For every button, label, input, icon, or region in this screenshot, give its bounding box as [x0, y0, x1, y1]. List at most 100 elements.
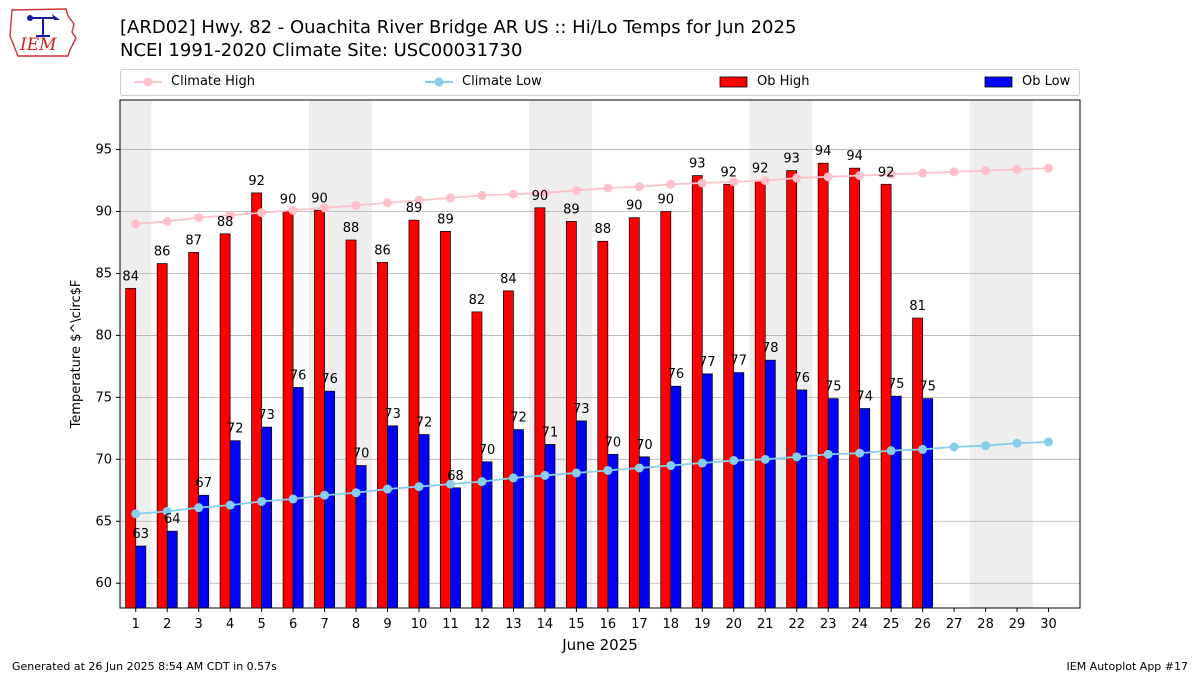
climate-low-point	[194, 503, 204, 513]
climate-low-point	[855, 448, 865, 458]
ob-high-bar	[691, 175, 703, 609]
ob-high-bar	[534, 207, 546, 609]
ob-high-bar	[440, 230, 451, 609]
ob-high-data-label: 89	[437, 212, 454, 227]
climate-high-point	[666, 179, 676, 189]
ob-low-data-label: 78	[762, 341, 779, 356]
ob-high-data-label: 92	[878, 165, 895, 180]
ob-low-data-label: 75	[825, 380, 842, 395]
climate-high-point	[823, 172, 833, 182]
ob-high-bar	[314, 209, 325, 609]
climate-low-point	[792, 452, 802, 462]
ob-high-bar	[471, 311, 483, 609]
legend-label-climate-high: Climate High	[171, 74, 256, 89]
climate-high-point	[288, 205, 298, 215]
ob-low-data-label: 75	[888, 377, 905, 392]
ob-high-bar	[125, 287, 137, 609]
climate-low-point	[445, 479, 455, 489]
climate-high-point	[1012, 164, 1022, 174]
legend: Climate High Climate Low Ob High Ob Low	[120, 69, 1080, 96]
ob-low-data-label: 72	[227, 422, 244, 437]
ob-low-bar	[764, 359, 776, 609]
climate-low-point	[1044, 437, 1054, 447]
ob-low-data-label: 76	[668, 367, 685, 382]
ob-low-bar	[576, 420, 587, 609]
ob-high-bar	[880, 183, 892, 609]
ob-high-bar	[377, 261, 388, 609]
climate-high-point	[697, 178, 707, 188]
ob-high-data-label: 93	[783, 152, 800, 167]
ob-high-bar	[408, 219, 420, 609]
y-tick-label: 70	[95, 452, 112, 467]
ob-high-data-label: 89	[406, 201, 423, 216]
x-tick-label: 17	[631, 617, 648, 632]
climate-low-point	[162, 506, 172, 516]
ob-high-data-label: 87	[185, 233, 202, 248]
ob-low-bar	[355, 465, 367, 609]
ob-low-bar	[733, 372, 745, 609]
ob-high-bar	[786, 170, 798, 609]
climate-high-point	[383, 198, 393, 208]
x-tick-label: 10	[411, 617, 428, 632]
ob-low-data-label: 72	[416, 416, 433, 431]
y-tick-label: 85	[95, 266, 112, 281]
x-tick-label: 26	[914, 617, 931, 632]
climate-high-point	[540, 188, 550, 198]
ob-high-data-label: 92	[720, 165, 737, 180]
legend-label-ob-low: Ob Low	[1022, 74, 1071, 89]
footer-generated-text: Generated at 26 Jun 2025 8:54 AM CDT in …	[12, 660, 277, 673]
climate-low-point	[540, 470, 550, 480]
x-tick-label: 1	[132, 617, 140, 632]
ob-high-data-label: 82	[469, 293, 486, 308]
ob-high-data-label: 90	[311, 191, 328, 206]
ob-low-bar	[890, 395, 902, 609]
ob-low-bar	[135, 545, 147, 609]
ob-high-data-label: 90	[280, 193, 297, 208]
legend-line-marker-icon	[134, 77, 162, 86]
ob-high-data-label: 88	[595, 222, 612, 237]
climate-low-point	[508, 473, 518, 483]
ob-low-bar	[701, 373, 713, 609]
ob-low-data-label: 72	[510, 411, 527, 426]
legend-item-climate-high: Climate High	[133, 74, 255, 89]
x-tick-label: 27	[946, 617, 963, 632]
climate-high-point	[981, 166, 991, 176]
x-tick-label: 5	[257, 617, 265, 632]
ob-high-data-label: 92	[248, 174, 265, 189]
x-tick-label: 14	[537, 617, 554, 632]
climate-low-point	[729, 456, 739, 466]
ob-high-data-label: 94	[846, 149, 863, 164]
climate-high-point	[729, 177, 739, 187]
x-tick-label: 8	[352, 617, 360, 632]
ob-high-bar	[282, 211, 294, 609]
weekend-band	[969, 100, 1033, 608]
climate-low-point	[603, 465, 613, 475]
ob-low-bar	[859, 408, 871, 609]
ob-low-data-label: 71	[542, 425, 559, 440]
ob-high-data-label: 90	[658, 193, 675, 208]
x-tick-label: 22	[788, 617, 805, 632]
climate-high-point	[571, 185, 581, 195]
climate-low-point	[288, 494, 298, 504]
ob-low-bar	[513, 429, 524, 609]
legend-line-marker-icon	[425, 77, 453, 86]
climate-high-point	[855, 171, 865, 181]
climate-high-point	[320, 203, 330, 213]
x-tick-label: 19	[694, 617, 711, 632]
legend-label-climate-low: Climate Low	[462, 74, 542, 89]
x-axis-label: June 2025	[561, 636, 638, 654]
ob-high-bar	[660, 211, 672, 609]
x-tick-label: 7	[320, 617, 328, 632]
climate-low-point	[383, 484, 393, 494]
x-tick-label: 23	[820, 617, 837, 632]
x-tick-label: 20	[725, 617, 742, 632]
x-tick-label: 28	[977, 617, 994, 632]
climate-low-point	[571, 468, 581, 478]
x-tick-label: 11	[442, 617, 459, 632]
x-tick-label: 13	[505, 617, 522, 632]
climate-high-point	[886, 169, 896, 179]
ob-low-data-label: 77	[731, 354, 748, 369]
climate-high-point	[477, 190, 487, 200]
y-tick-label: 90	[95, 205, 112, 220]
